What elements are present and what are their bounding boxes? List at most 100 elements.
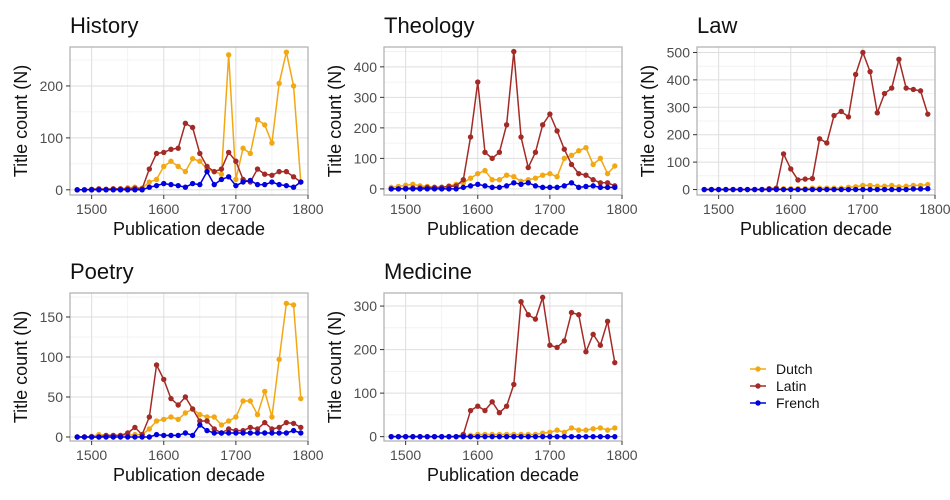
data-point-dutch (583, 427, 589, 433)
y-tick-label: 200 (40, 78, 64, 94)
panel-border (383, 46, 623, 196)
data-point-french (218, 176, 225, 183)
data-point-latin (197, 418, 203, 424)
y-tick-label: 200 (354, 120, 378, 136)
data-point-french (612, 184, 618, 191)
y-axis-title: Title count (N) (638, 65, 658, 177)
x-tick-label: 1700 (220, 201, 251, 217)
data-point-french (125, 187, 131, 193)
data-point-french (139, 434, 145, 440)
data-point-french (117, 187, 124, 193)
y-axis-title: Title count (N) (11, 311, 31, 423)
x-tick-label: 1600 (462, 447, 493, 463)
data-point-french (161, 432, 167, 439)
data-point-dutch (211, 414, 217, 420)
data-point-french (290, 184, 297, 190)
data-point-french (211, 181, 217, 188)
data-point-french (168, 181, 174, 188)
data-point-dutch (298, 395, 304, 402)
legend-item-latin: Latin (750, 378, 806, 394)
data-point-latin (276, 424, 282, 431)
y-tick-label: 200 (667, 127, 691, 143)
y-tick-label: 300 (354, 89, 378, 105)
data-point-latin (597, 342, 604, 348)
data-point-latin (583, 349, 589, 355)
data-point-french (511, 433, 517, 440)
y-tick-label: 0 (369, 181, 377, 197)
plot-series (388, 48, 618, 192)
data-point-french (809, 186, 816, 193)
data-point-dutch (254, 117, 261, 123)
data-point-french (254, 430, 261, 436)
data-point-french (532, 433, 539, 440)
data-point-dutch (276, 356, 282, 363)
x-tick-label: 1700 (534, 447, 565, 463)
plot-series (74, 49, 304, 193)
data-point-french (254, 181, 261, 188)
x-tick-label: 1800 (919, 201, 950, 217)
data-point-dutch (561, 155, 567, 162)
data-point-french (298, 430, 304, 436)
data-point-french (547, 184, 553, 191)
data-point-latin (547, 342, 553, 348)
data-point-french (262, 430, 268, 436)
y-tick-label: 500 (667, 44, 691, 60)
data-point-french (590, 183, 596, 189)
data-point-dutch (283, 49, 290, 55)
data-point-french (816, 186, 823, 193)
data-point-french (395, 433, 402, 440)
data-point-french (153, 182, 160, 189)
data-point-latin (262, 171, 268, 177)
x-axis-title: Publication decade (427, 465, 579, 485)
data-point-latin (511, 48, 517, 55)
data-point-french (247, 430, 253, 436)
data-point-dutch (283, 300, 290, 307)
data-point-french (612, 433, 618, 440)
x-tick-label: 1500 (390, 201, 421, 217)
data-point-latin (532, 316, 539, 322)
data-point-french (583, 433, 589, 440)
data-point-french (539, 184, 546, 191)
data-point-french (824, 186, 830, 193)
data-point-latin (917, 88, 924, 94)
data-point-french (233, 430, 239, 436)
data-point-french (701, 186, 707, 193)
data-point-dutch (597, 425, 604, 431)
data-point-french (81, 187, 88, 193)
x-axis-title: Publication decade (113, 219, 265, 239)
data-point-french (168, 432, 174, 439)
data-point-french (446, 433, 452, 440)
x-tick-label: 1700 (534, 201, 565, 217)
data-point-latin (604, 318, 611, 324)
data-point-latin (503, 403, 510, 409)
data-point-french (889, 186, 895, 193)
data-point-dutch (168, 414, 174, 420)
data-point-dutch (467, 175, 474, 181)
panel-theology: 0 100 200 300 400 1500 1600 1700 1800 Theology Pub… (325, 13, 638, 239)
data-point-latin (809, 175, 816, 182)
data-point-dutch (576, 148, 582, 154)
data-point-french (189, 432, 196, 439)
data-point-dutch (233, 414, 239, 420)
data-point-latin (597, 180, 604, 186)
data-point-dutch (276, 80, 282, 87)
y-tick-label: 100 (667, 154, 691, 170)
data-point-latin (225, 426, 232, 432)
data-point-latin (211, 168, 217, 175)
data-point-french (715, 186, 722, 193)
data-point-latin (269, 426, 275, 432)
data-point-french (489, 433, 495, 440)
data-point-french (503, 433, 510, 440)
data-point-french (475, 433, 481, 440)
x-tick-label: 1600 (148, 201, 179, 217)
data-point-dutch (197, 411, 203, 418)
data-point-latin (525, 312, 531, 318)
data-point-french (110, 434, 116, 440)
data-point-dutch (262, 122, 268, 128)
data-point-french (744, 186, 751, 193)
data-point-latin (496, 410, 503, 416)
data-point-dutch (547, 170, 553, 177)
x-tick-label: 1500 (390, 447, 421, 463)
data-point-french (525, 180, 531, 186)
y-tick-label: 100 (40, 349, 64, 365)
